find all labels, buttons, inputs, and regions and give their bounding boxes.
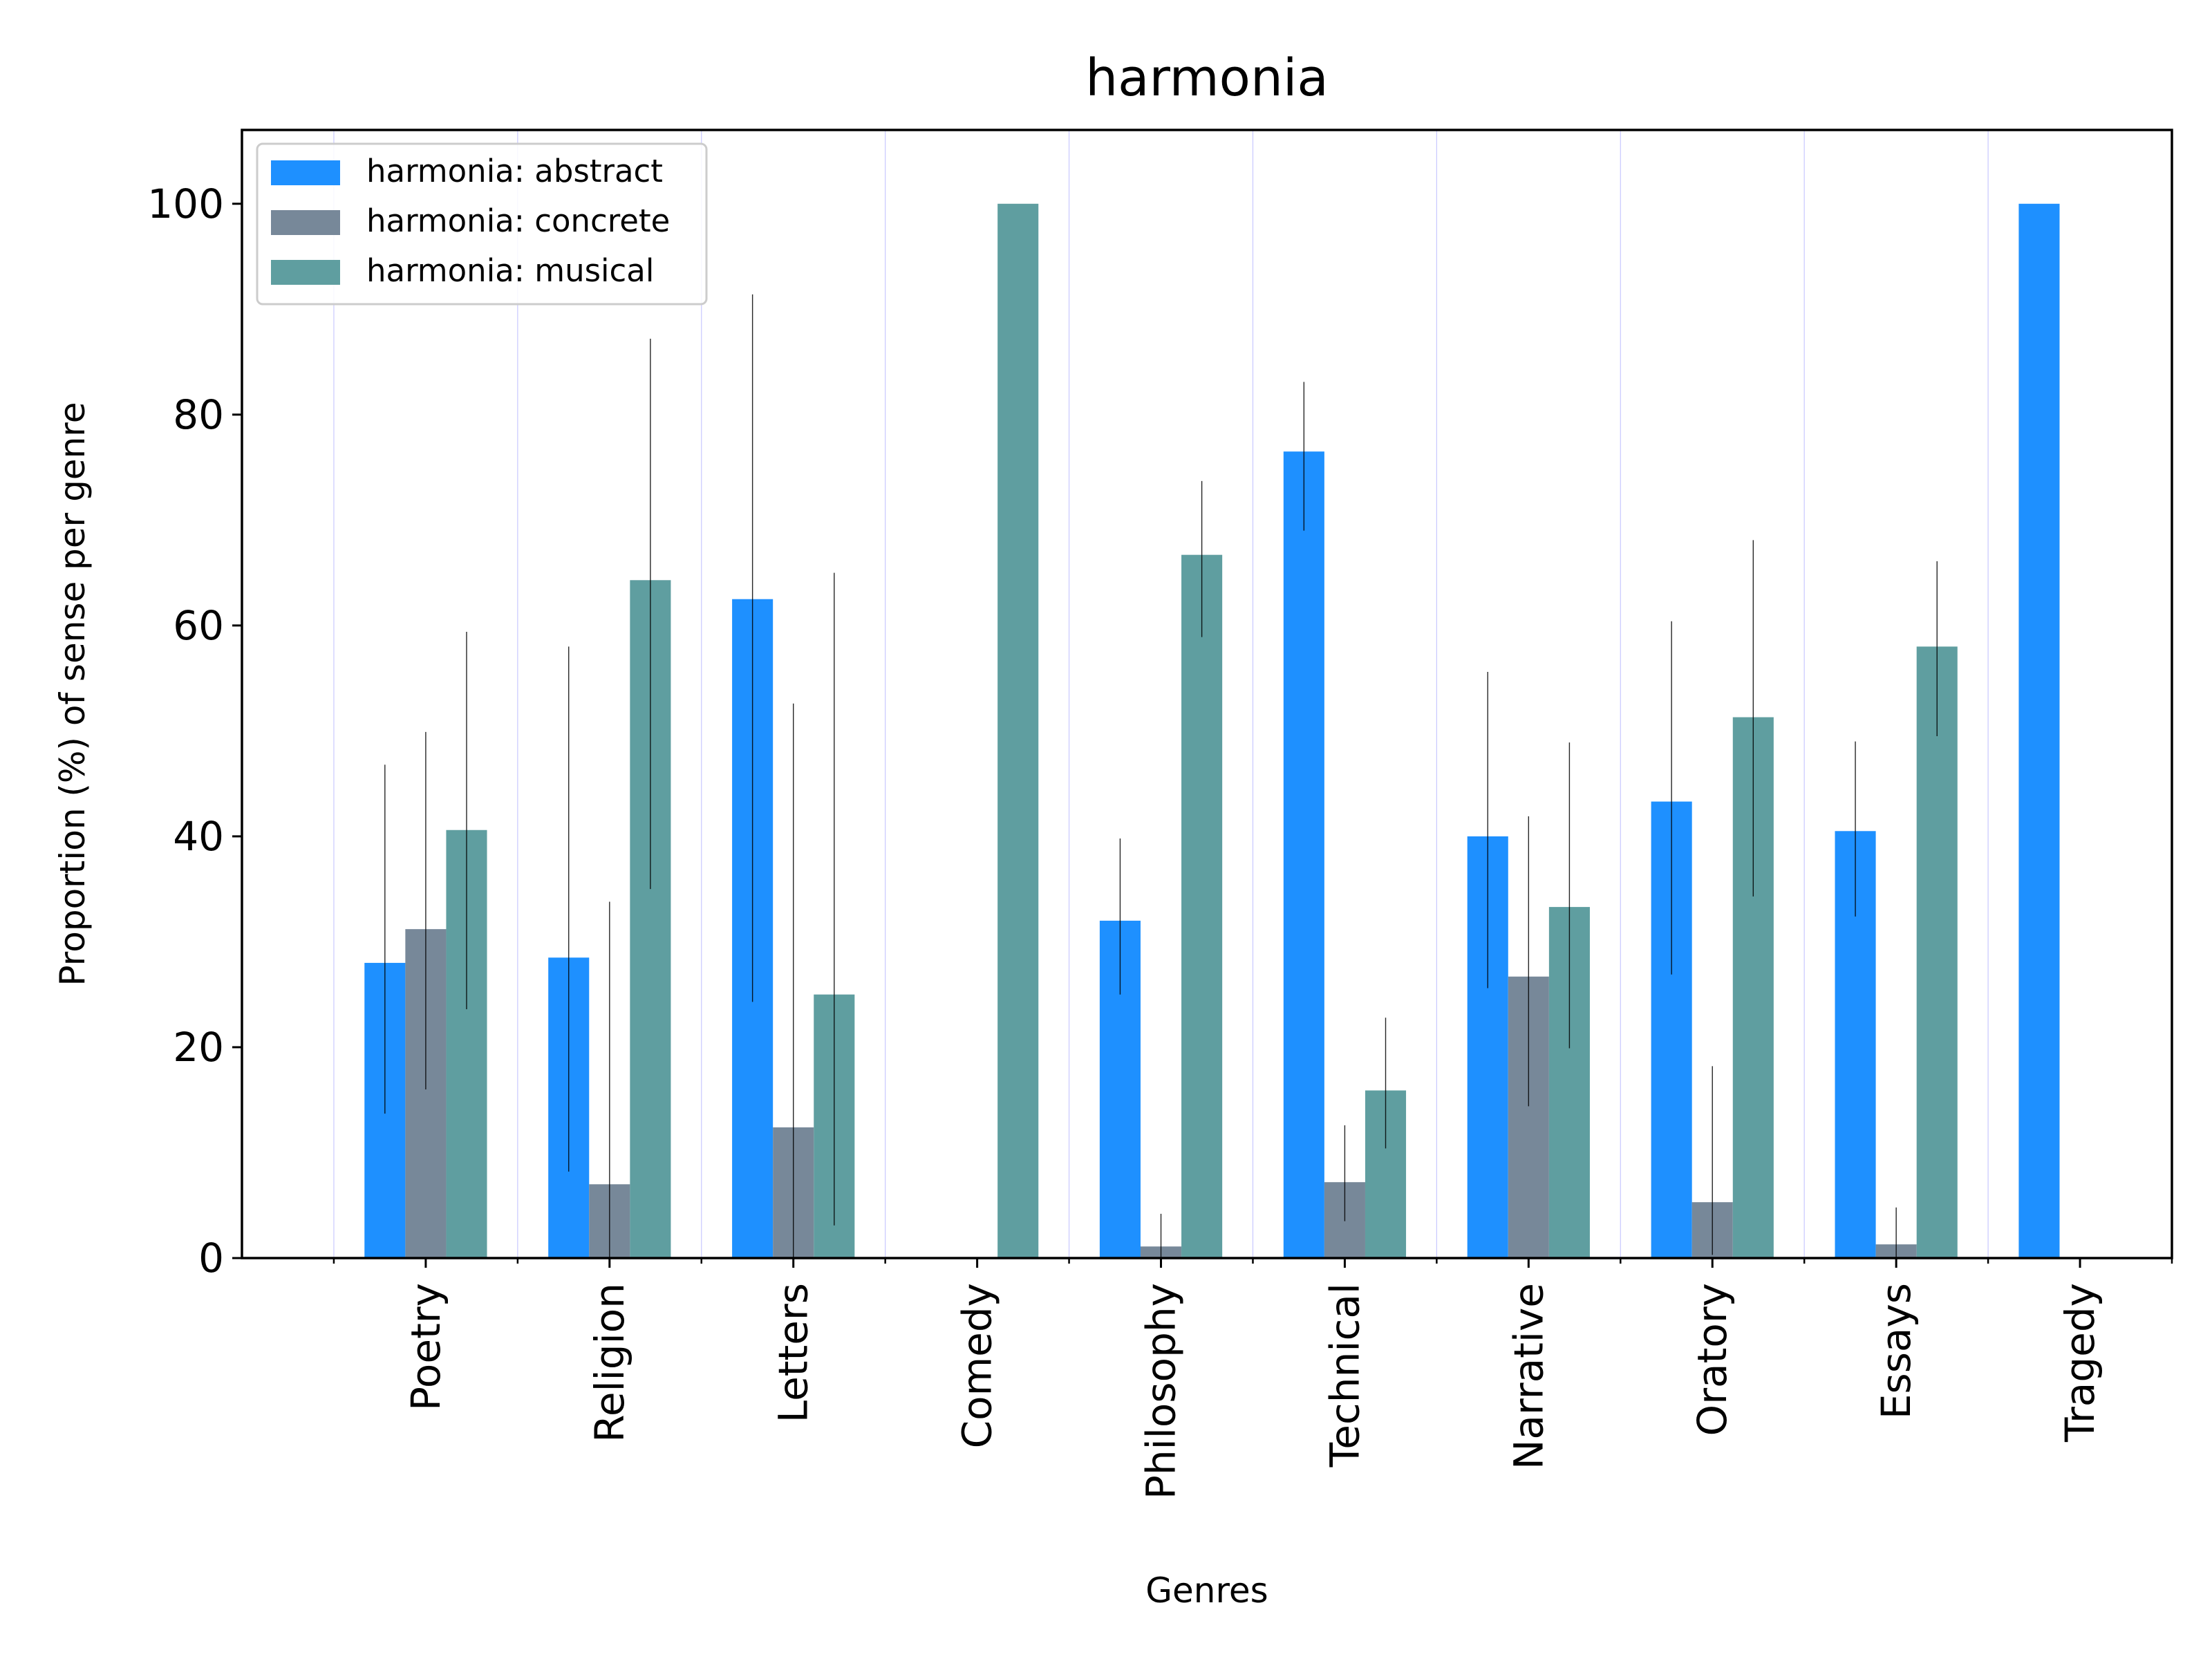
- legend-swatch: [271, 260, 340, 285]
- bar: [1181, 554, 1223, 1258]
- x-axis-label: Genres: [1145, 1571, 1268, 1611]
- axes-frame: [241, 129, 2173, 1259]
- y-tick-label: 20: [173, 1024, 224, 1071]
- x-tick-label: Philosophy: [1138, 1283, 1185, 1499]
- bar: [997, 203, 1039, 1258]
- legend-box: [256, 142, 708, 306]
- x-tick-label: Letters: [770, 1283, 817, 1423]
- y-axis-label: Proportion (%) of sense per genre: [53, 402, 93, 986]
- y-tick-label: 0: [198, 1235, 224, 1282]
- errorbar-layer: [384, 294, 1938, 1258]
- x-tick-label: Comedy: [954, 1283, 1001, 1448]
- legend-swatch: [271, 210, 340, 235]
- x-tick-label: Poetry: [402, 1283, 449, 1411]
- x-tick-label: Essays: [1873, 1283, 1920, 1419]
- x-tick-label: Tragedy: [2056, 1283, 2103, 1443]
- y-tick-label: 100: [147, 180, 224, 227]
- x-tick-label: Oratory: [1689, 1283, 1736, 1436]
- chart-title: harmonia: [1085, 48, 1329, 108]
- x-tick-label: Religion: [586, 1283, 633, 1443]
- tick-layer: 0 20 40 60 80 100 Poetry Religion Letters Comedy P…: [147, 180, 2173, 1499]
- legend: harmonia: abstract harmonia: concrete harm…: [256, 142, 708, 306]
- x-tick-label: Narrative: [1505, 1283, 1552, 1470]
- x-tick-label: Technical: [1321, 1283, 1368, 1468]
- y-tick-label: 60: [173, 602, 224, 649]
- bar: [1916, 646, 1958, 1258]
- legend-label: harmonia: musical: [366, 252, 654, 289]
- bar-layer: [364, 203, 2060, 1258]
- legend-label: harmonia: concrete: [366, 203, 670, 239]
- y-tick-label: 40: [173, 813, 224, 860]
- bar: [2018, 203, 2060, 1258]
- bar: [1283, 451, 1324, 1258]
- y-tick-label: 80: [173, 391, 224, 438]
- legend-label: harmonia: abstract: [366, 153, 663, 189]
- legend-swatch: [271, 160, 340, 185]
